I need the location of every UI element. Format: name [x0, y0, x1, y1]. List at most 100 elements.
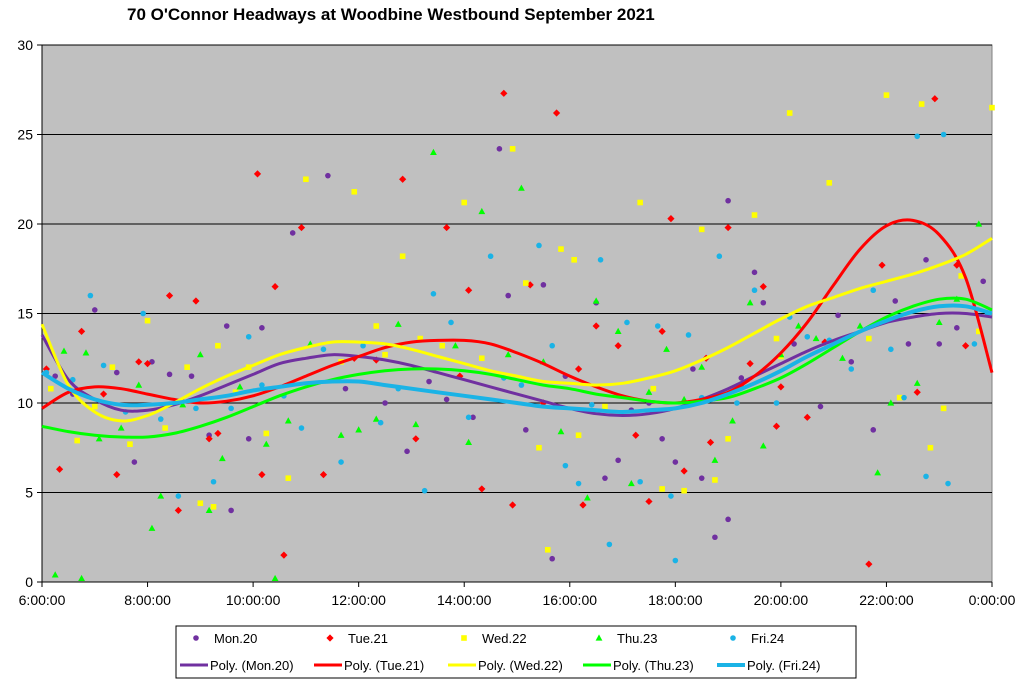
- x-tick-label: 16:00:00: [543, 592, 598, 608]
- series-tue-21: [42, 89, 970, 568]
- trendline-poly-fri-24: [40, 303, 993, 414]
- y-axis: 0 5 10 15 20 25 30: [17, 37, 43, 590]
- data-point: [131, 459, 138, 465]
- data-point: [174, 506, 182, 514]
- legend-marker: [326, 634, 334, 642]
- legend-label: Thu.23: [617, 631, 657, 646]
- data-point: [901, 394, 907, 401]
- legend-marker: [461, 635, 467, 641]
- data-point: [271, 283, 279, 291]
- data-point: [725, 516, 731, 523]
- data-point: [712, 477, 718, 483]
- data-point: [487, 253, 494, 260]
- data-point: [245, 436, 252, 442]
- data-point: [913, 379, 921, 386]
- data-point: [614, 327, 622, 334]
- legend: Mon.20 Tue.21 Wed.22 Thu.23 Fri.24 Poly. (Mon…: [175, 625, 857, 679]
- y-tick-label: 30: [17, 37, 33, 53]
- y-tick-label: 5: [25, 485, 33, 501]
- y-tick-label: 10: [17, 395, 33, 411]
- data-point: [632, 431, 640, 439]
- data-point: [883, 92, 890, 98]
- data-point: [303, 176, 309, 183]
- data-point: [650, 385, 657, 392]
- data-point: [443, 223, 451, 232]
- data-point: [342, 385, 349, 392]
- scatter-points: [42, 89, 995, 582]
- data-point: [373, 323, 380, 329]
- data-point: [127, 441, 133, 447]
- y-tick-label: 20: [17, 216, 33, 232]
- data-point: [377, 419, 384, 426]
- data-point: [51, 571, 59, 578]
- data-point: [218, 454, 226, 462]
- data-point: [258, 471, 266, 479]
- data-point: [592, 322, 600, 330]
- data-point: [426, 378, 432, 385]
- data-point: [188, 373, 195, 379]
- data-point: [215, 342, 221, 349]
- data-point: [716, 253, 723, 260]
- data-point: [117, 424, 125, 431]
- data-point: [945, 480, 951, 487]
- data-point: [439, 342, 446, 349]
- legend-label: Poly. (Thu.23): [613, 658, 694, 673]
- data-point: [786, 110, 793, 116]
- data-point: [452, 342, 459, 349]
- data-point: [113, 369, 120, 376]
- data-point: [759, 442, 767, 449]
- data-point: [734, 400, 740, 406]
- y-tick-label: 0: [25, 574, 33, 590]
- data-point: [588, 401, 595, 408]
- data-point: [804, 333, 811, 340]
- data-point: [223, 323, 230, 329]
- data-point: [157, 492, 165, 499]
- data-point: [627, 479, 635, 487]
- legend-label: Poly. (Fri.24): [747, 658, 820, 673]
- data-point: [197, 500, 204, 507]
- data-point: [536, 444, 542, 451]
- trendline-poly-tue-21: [41, 218, 994, 410]
- data-point: [91, 403, 98, 410]
- data-point: [148, 524, 156, 531]
- data-point: [685, 332, 692, 338]
- data-point: [372, 415, 380, 422]
- data-point: [751, 287, 758, 294]
- data-point: [746, 360, 754, 368]
- data-point: [82, 349, 90, 356]
- data-point: [698, 226, 705, 233]
- data-point: [192, 297, 200, 305]
- data-point: [337, 431, 345, 438]
- data-point: [417, 335, 424, 342]
- data-point: [602, 475, 608, 481]
- data-point: [574, 365, 583, 373]
- data-point: [360, 342, 366, 349]
- data-point: [421, 487, 428, 494]
- data-point: [430, 148, 437, 155]
- data-point: [175, 493, 182, 499]
- data-point: [927, 444, 934, 451]
- data-point: [456, 372, 464, 380]
- data-point: [935, 318, 943, 326]
- x-axis: 6:00:00 8:00:00 10:00:00 12:00:00 14:00:00 16…: [19, 581, 1016, 608]
- data-point: [958, 273, 965, 279]
- data-point: [263, 430, 270, 437]
- data-point: [140, 310, 146, 317]
- data-point: [597, 257, 604, 263]
- data-point: [989, 104, 995, 111]
- data-point: [74, 437, 80, 444]
- data-point: [953, 261, 961, 269]
- data-point: [509, 146, 516, 152]
- data-point: [522, 280, 529, 286]
- data-point: [382, 351, 388, 358]
- data-point: [583, 494, 591, 501]
- data-point: [923, 473, 929, 480]
- data-point: [690, 366, 696, 372]
- data-point: [606, 541, 613, 548]
- legend-label: Poly. (Tue.21): [344, 658, 424, 673]
- data-point: [517, 184, 525, 191]
- data-point: [918, 101, 925, 107]
- data-point: [839, 354, 846, 361]
- data-point: [923, 257, 929, 263]
